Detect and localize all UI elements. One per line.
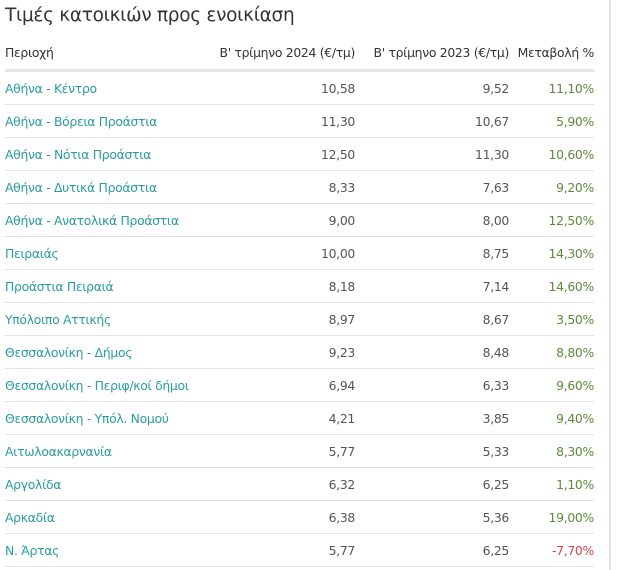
table-row: Αθήνα - Βόρεια Προάστια 11,30 10,67 5,90% xyxy=(5,104,594,138)
region-link[interactable]: Αθήνα - Κέντρο xyxy=(5,70,210,105)
change-percent: 5,90% xyxy=(509,104,594,138)
change-percent: 11,10% xyxy=(509,70,594,105)
table-row: Θεσσαλονίκη - Υπόλ. Νομού 4,21 3,85 9,40% xyxy=(5,401,594,435)
value-q2-2023: 10,67 xyxy=(355,104,509,138)
table-row: Αργολίδα 6,32 6,25 1,10% xyxy=(5,467,594,501)
page-title: Τιμές κατοικιών προς ενοικίαση xyxy=(5,5,295,26)
value-q2-2023: 8,00 xyxy=(355,203,509,237)
value-q2-2023: 11,30 xyxy=(355,137,509,171)
value-q2-2024: 8,33 xyxy=(210,170,355,204)
value-q2-2023: 3,85 xyxy=(355,401,509,435)
region-link[interactable]: Πειραιάς xyxy=(5,236,210,270)
value-q2-2023: 5,36 xyxy=(355,500,509,534)
table-row: Πειραιάς 10,00 8,75 14,30% xyxy=(5,236,594,270)
region-link[interactable]: Προάστια Πειραιά xyxy=(5,269,210,303)
table-row: Αθήνα - Κέντρο 10,58 9,52 11,10% xyxy=(5,70,594,105)
table-row: Θεσσαλονίκη - Περιφ/κοί δήμοι 6,94 6,33 9,6… xyxy=(5,368,594,402)
header-region: Περιοχή xyxy=(5,36,210,72)
value-q2-2023: 8,48 xyxy=(355,335,509,369)
change-percent: 12,50% xyxy=(509,203,594,237)
region-link[interactable]: Αθήνα - Ανατολικά Προάστια xyxy=(5,203,210,237)
value-q2-2024: 12,50 xyxy=(210,137,355,171)
change-percent: 9,40% xyxy=(509,401,594,435)
change-percent: 8,80% xyxy=(509,335,594,369)
table-row: Θεσσαλονίκη - Δήμος 9,23 8,48 8,80% xyxy=(5,335,594,369)
table-row: Υπόλοιπο Αττικής 8,97 8,67 3,50% xyxy=(5,302,594,336)
value-q2-2024: 8,18 xyxy=(210,269,355,303)
value-q2-2024: 10,00 xyxy=(210,236,355,270)
region-link[interactable]: Αθήνα - Δυτικά Προάστια xyxy=(5,170,210,204)
change-percent: 14,60% xyxy=(509,269,594,303)
value-q2-2024: 6,32 xyxy=(210,467,355,501)
value-q2-2024: 8,97 xyxy=(210,302,355,336)
change-percent: 9,20% xyxy=(509,170,594,204)
value-q2-2024: 4,21 xyxy=(210,401,355,435)
region-link[interactable]: Υπόλοιπο Αττικής xyxy=(5,302,210,336)
table-row: Αθήνα - Δυτικά Προάστια 8,33 7,63 9,20% xyxy=(5,170,594,204)
value-q2-2024: 10,58 xyxy=(210,70,355,105)
value-q2-2023: 6,33 xyxy=(355,368,509,402)
table-header-row: Περιοχή Β' τρίμηνο 2024 (€/τμ) Β' τρίμην… xyxy=(5,36,594,72)
change-percent: 19,00% xyxy=(509,500,594,534)
region-link[interactable]: Αιτωλοακαρνανία xyxy=(5,434,210,468)
change-percent: 1,10% xyxy=(509,467,594,501)
value-q2-2024: 9,00 xyxy=(210,203,355,237)
value-q2-2023: 7,14 xyxy=(355,269,509,303)
table-row: Ν. Άρτας 5,77 6,25 -7,70% xyxy=(5,533,594,567)
table-row: Αθήνα - Νότια Προάστια 12,50 11,30 10,60% xyxy=(5,137,594,171)
table-row: Αρκαδία 6,38 5,36 19,00% xyxy=(5,500,594,534)
value-q2-2023: 8,75 xyxy=(355,236,509,270)
change-percent: 9,60% xyxy=(509,368,594,402)
change-percent: 10,60% xyxy=(509,137,594,171)
value-q2-2023: 5,33 xyxy=(355,434,509,468)
region-link[interactable]: Αθήνα - Βόρεια Προάστια xyxy=(5,104,210,138)
header-q2-2024: Β' τρίμηνο 2024 (€/τμ) xyxy=(210,36,355,72)
header-change: Μεταβολή % xyxy=(509,36,594,72)
region-link[interactable]: Θεσσαλονίκη - Περιφ/κοί δήμοι xyxy=(5,368,210,402)
region-link[interactable]: Αργολίδα xyxy=(5,467,210,501)
value-q2-2024: 5,77 xyxy=(210,533,355,567)
table-row: Αιτωλοακαρνανία 5,77 5,33 8,30% xyxy=(5,434,594,468)
value-q2-2023: 6,25 xyxy=(355,533,509,567)
region-link[interactable]: Ν. Άρτας xyxy=(5,533,210,567)
region-link[interactable]: Θεσσαλονίκη - Δήμος xyxy=(5,335,210,369)
table-row: Προάστια Πειραιά 8,18 7,14 14,60% xyxy=(5,269,594,303)
header-q2-2023: Β' τρίμηνο 2023 (€/τμ) xyxy=(355,36,509,72)
region-link[interactable]: Θεσσαλονίκη - Υπόλ. Νομού xyxy=(5,401,210,435)
value-q2-2024: 6,38 xyxy=(210,500,355,534)
table-row: Αθήνα - Ανατολικά Προάστια 9,00 8,00 12,50% xyxy=(5,203,594,237)
region-link[interactable]: Αθήνα - Νότια Προάστια xyxy=(5,137,210,171)
change-percent: 8,30% xyxy=(509,434,594,468)
value-q2-2024: 6,94 xyxy=(210,368,355,402)
value-q2-2023: 6,25 xyxy=(355,467,509,501)
rental-prices-table: Περιοχή Β' τρίμηνο 2024 (€/τμ) Β' τρίμην… xyxy=(5,36,594,567)
value-q2-2024: 5,77 xyxy=(210,434,355,468)
change-percent: 3,50% xyxy=(509,302,594,336)
region-link[interactable]: Αρκαδία xyxy=(5,500,210,534)
value-q2-2024: 11,30 xyxy=(210,104,355,138)
value-q2-2023: 8,67 xyxy=(355,302,509,336)
value-q2-2023: 9,52 xyxy=(355,70,509,105)
change-percent: -7,70% xyxy=(509,533,594,567)
scrollbar-track[interactable] xyxy=(609,0,611,570)
value-q2-2023: 7,63 xyxy=(355,170,509,204)
change-percent: 14,30% xyxy=(509,236,594,270)
value-q2-2024: 9,23 xyxy=(210,335,355,369)
